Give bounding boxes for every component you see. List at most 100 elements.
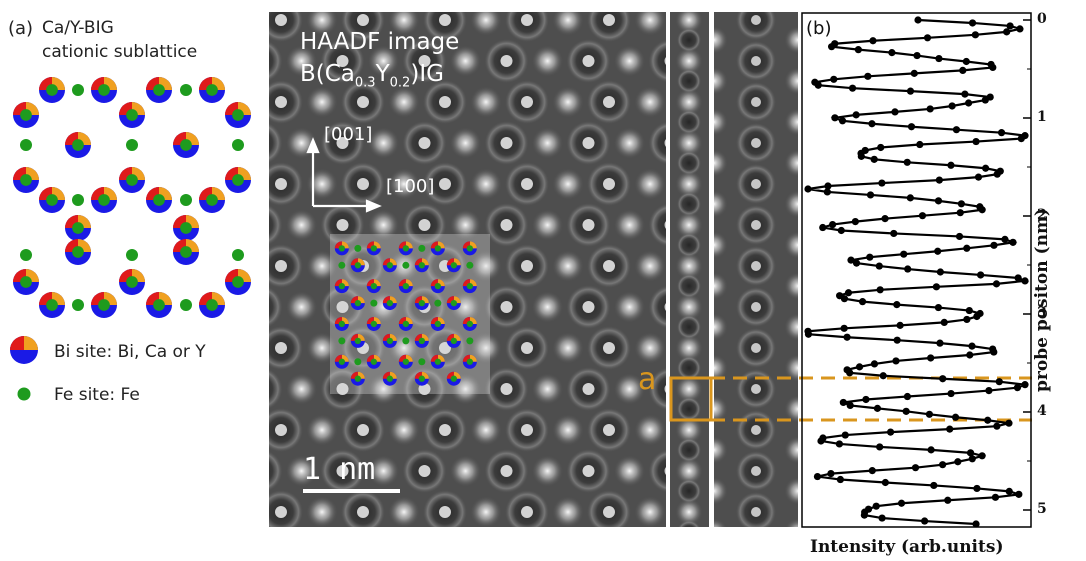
overlay-fe-site	[338, 261, 346, 269]
overlay-bi-site	[446, 333, 461, 348]
overlay-bi-site	[398, 241, 413, 256]
profile-point	[875, 262, 883, 270]
bi-site	[199, 187, 225, 213]
profile-point	[900, 250, 908, 258]
fe-site	[72, 194, 84, 206]
profile-point	[997, 129, 1006, 137]
profile-point	[972, 520, 980, 528]
profile-point	[813, 472, 822, 481]
overlay-fe-site	[354, 244, 362, 252]
direction-100-label: [100]	[386, 176, 435, 197]
overlay-fe-site	[354, 358, 362, 366]
bi-site	[119, 102, 145, 128]
profile-point	[965, 306, 973, 315]
profile-point	[966, 449, 975, 457]
bi-site	[225, 167, 251, 193]
fe-site	[126, 249, 138, 261]
fe-site	[126, 139, 138, 151]
profile-point	[860, 511, 868, 519]
fe-site	[180, 84, 192, 96]
profile-point	[814, 81, 822, 89]
bi-site	[13, 167, 39, 193]
bi-site	[65, 239, 91, 265]
profile-point	[1006, 22, 1014, 30]
profile-point	[993, 422, 1001, 430]
bi-site	[13, 269, 39, 295]
y-axis-label: probe positon (nm)	[1032, 208, 1052, 392]
profile-point	[944, 496, 952, 504]
haadf-formula: B(Ca0.3Y0.2)IG	[300, 61, 444, 91]
profile-point	[936, 268, 944, 276]
legend-bi-site-text: Bi site: Bi, Ca or Y	[54, 342, 206, 362]
profile-point	[977, 271, 985, 279]
profile-point	[896, 321, 904, 329]
profile-point	[1017, 134, 1025, 143]
overlay-fe-site	[370, 299, 378, 307]
profile-point	[957, 200, 965, 208]
overlay-bi-site	[414, 258, 429, 273]
profile-point	[877, 143, 885, 152]
profile-point	[837, 226, 845, 235]
profile-point	[843, 333, 851, 341]
profile-point	[890, 229, 898, 238]
y-tick-label: 3	[1037, 305, 1047, 321]
bi-site	[199, 77, 225, 103]
bi-site	[225, 102, 251, 128]
profile-point	[971, 31, 979, 39]
profile-point	[990, 241, 998, 249]
profile-point	[878, 514, 886, 522]
profile-point	[828, 43, 836, 51]
bi-site	[91, 187, 117, 213]
profile-point	[946, 425, 954, 433]
overlay-bi-site	[446, 296, 461, 311]
legend-fe-symbol	[17, 387, 31, 401]
profile-point	[902, 407, 910, 415]
profile-point	[910, 69, 918, 77]
overlay-bi-site	[334, 241, 349, 256]
profile-point	[839, 398, 847, 407]
overlay-bi-site	[350, 296, 365, 311]
profile-point	[935, 176, 943, 184]
overlay-fe-site	[466, 337, 474, 345]
y-tick-label: 2	[1037, 207, 1047, 223]
bi-site	[119, 167, 145, 193]
overlay-bi-site	[382, 258, 397, 273]
profile-point	[963, 315, 971, 324]
profile-point	[930, 481, 938, 490]
profile-point	[990, 348, 998, 356]
profile-point	[841, 431, 849, 439]
profile-point	[897, 499, 906, 507]
profile-point	[932, 283, 941, 291]
haadf-image	[269, 12, 666, 527]
profile-point	[836, 475, 844, 484]
overlay-bi-site	[382, 333, 397, 348]
overlay-fe-site	[418, 358, 426, 366]
profile-point	[840, 295, 849, 303]
profile-point	[817, 437, 825, 445]
overlay-bi-site	[334, 279, 349, 294]
profile-point	[1001, 235, 1009, 243]
overlay-lattice-sites	[334, 241, 477, 386]
y-tick-label: 4	[1037, 403, 1047, 419]
direction-arrows	[306, 137, 382, 213]
profile-point	[911, 464, 920, 472]
profile-point	[936, 339, 944, 347]
haadf-strip-1	[670, 12, 709, 527]
profile-point	[847, 256, 855, 264]
sublattice-diagram	[10, 77, 251, 401]
panel-a-title: Ca/Y-BIG cationic sublattice	[42, 16, 197, 64]
overlay-bi-site	[366, 279, 381, 294]
profile-point	[978, 206, 986, 214]
profile-point	[844, 289, 853, 297]
profile-point	[913, 51, 921, 60]
profile-point	[888, 49, 896, 57]
y-tick-label: 1	[1037, 109, 1047, 125]
overlay-bi-site	[414, 296, 429, 311]
profile-point	[824, 182, 832, 190]
profile-point	[978, 452, 986, 460]
overlay-bi-site	[334, 354, 349, 369]
profile-point	[804, 330, 813, 338]
profile-point	[876, 286, 884, 294]
profile-point	[926, 105, 934, 113]
profile-point	[982, 164, 990, 172]
